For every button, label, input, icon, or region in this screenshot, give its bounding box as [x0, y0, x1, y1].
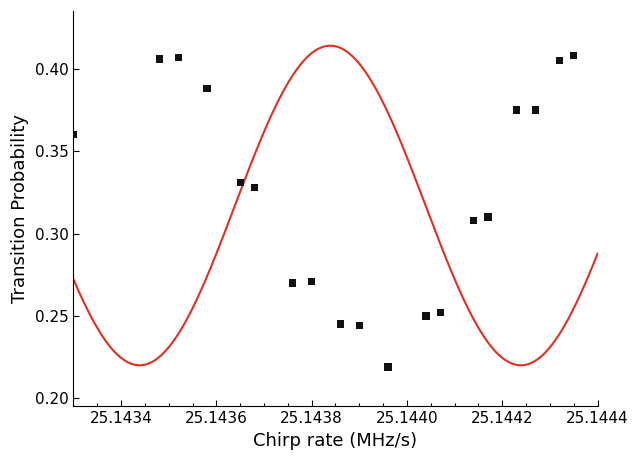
Point	[383, 363, 393, 371]
Point	[421, 312, 431, 319]
Y-axis label: Transition Probability: Transition Probability	[11, 114, 29, 303]
Point	[250, 183, 260, 191]
Point	[173, 53, 183, 61]
Point	[602, 159, 612, 166]
Point	[202, 85, 212, 92]
Point	[483, 213, 493, 221]
X-axis label: Chirp rate (MHz/s): Chirp rate (MHz/s)	[253, 432, 417, 450]
Point	[68, 131, 79, 138]
Point	[287, 279, 298, 287]
Point	[616, 159, 627, 166]
Point	[154, 55, 164, 63]
Point	[307, 278, 317, 285]
Point	[531, 106, 541, 114]
Point	[568, 52, 579, 59]
Point	[354, 322, 364, 330]
Point	[554, 57, 564, 64]
Point	[468, 217, 479, 224]
Point	[435, 309, 445, 316]
Point	[511, 106, 522, 114]
Point	[335, 320, 346, 328]
Point	[235, 179, 245, 186]
